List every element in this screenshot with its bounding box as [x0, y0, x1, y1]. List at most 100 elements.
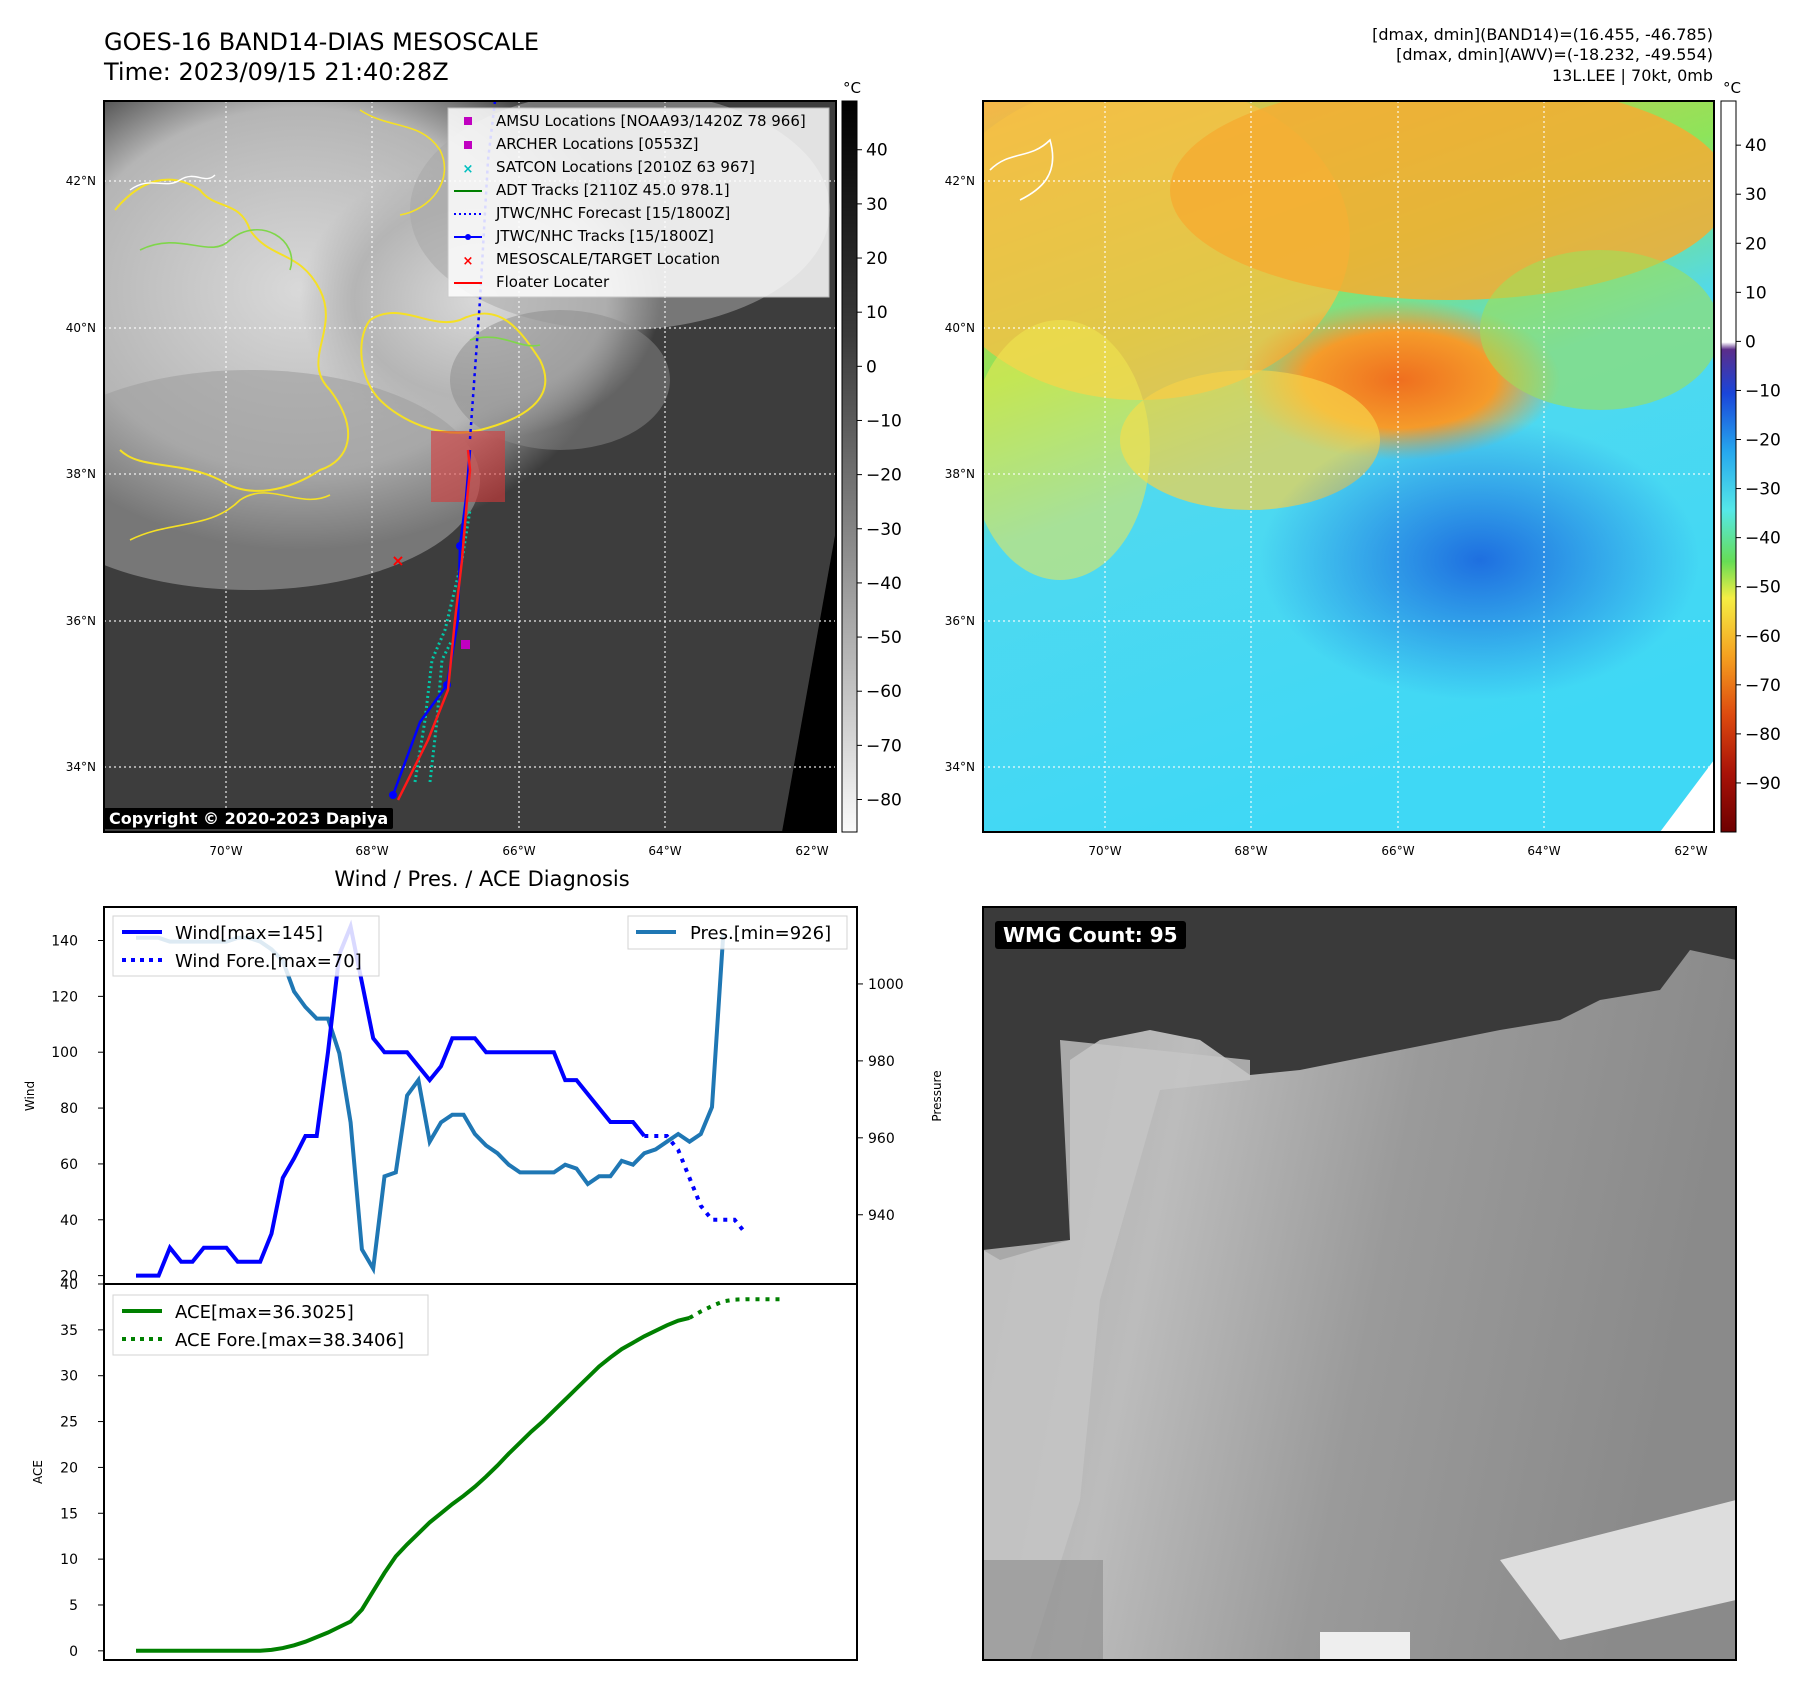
legend-wind-fore: Wind Fore.[max=70] — [175, 951, 362, 972]
ir-lon-label: 68°W — [355, 844, 388, 858]
wv-colorbar-ticks: 40 30 20 10 0 −10 −20 −30 −40 −50 −60 −70 −80 −90 — [1736, 136, 1781, 794]
ir-colorbar-tick-label: 40 — [866, 141, 888, 161]
ir-colorbar-tick-label: 10 — [866, 303, 888, 323]
legend-tracks: JTWC/NHC Tracks [15/1800Z] — [495, 227, 714, 245]
ir-lon-label: 66°W — [502, 844, 535, 858]
wv-colorbar-tick-label: −80 — [1745, 725, 1781, 745]
wind-ytick-label: 80 — [60, 1101, 78, 1117]
ir-lat-label: 38°N — [66, 467, 96, 481]
ace-ytick-label: 35 — [60, 1323, 78, 1339]
ace-ytick-label: 15 — [60, 1506, 78, 1522]
copyright-badge: Copyright © 2020-2023 Dapiya — [104, 808, 394, 829]
wind-ylabel: Wind — [23, 1081, 37, 1111]
ir-lat-label: 40°N — [66, 321, 96, 335]
ir-colorbar-tick-label: −50 — [866, 628, 902, 648]
wv-colorbar-tick-label: 10 — [1745, 283, 1767, 303]
ir-lon-label: 70°W — [209, 844, 242, 858]
wv-lon-label: 64°W — [1527, 844, 1560, 858]
wv-lon-label: 66°W — [1381, 844, 1414, 858]
wv-lat-label: 40°N — [945, 321, 975, 335]
figure-title: GOES-16 BAND14-DIAS MESOSCALE — [104, 28, 539, 56]
wind-line — [136, 919, 646, 1278]
ir-lat-label: 42°N — [66, 174, 96, 188]
svg-text:×: × — [463, 162, 474, 177]
wind-ytick-label: 100 — [51, 1045, 78, 1061]
legend-floater: Floater Locater — [496, 273, 610, 291]
legend-ace: ACE[max=36.3025] — [175, 1302, 354, 1323]
wind-ytick-label: 140 — [51, 934, 78, 950]
wv-colorbar-tick-label: −60 — [1745, 627, 1781, 647]
wv-colorbar-tick-label: −10 — [1745, 381, 1781, 401]
figure-time: Time: 2023/09/15 21:40:28Z — [103, 58, 449, 86]
wv-lat-label: 34°N — [945, 760, 975, 774]
ir-colorbar-tick-label: −30 — [866, 520, 902, 540]
wv-colorbar-tick-label: 20 — [1745, 234, 1767, 254]
ace-yticks: 0 5 10 15 20 25 30 35 40 — [60, 1277, 104, 1660]
ace-ytick-label: 0 — [69, 1644, 78, 1660]
wv-colorbar-tick-label: 40 — [1745, 136, 1767, 156]
wv-lat-labels: 34°N 36°N 38°N 40°N 42°N — [945, 174, 975, 774]
ir-colorbar-tick-label: −40 — [866, 574, 902, 594]
pressure-ytick-label: 980 — [868, 1054, 895, 1070]
wmg-count-badge: WMG Count: 95 — [995, 921, 1186, 949]
ir-lon-labels: 70°W 68°W 66°W 64°W 62°W — [209, 844, 828, 858]
wv-lat-label: 42°N — [945, 174, 975, 188]
ir-colorbar-tick-label: 30 — [866, 195, 888, 215]
wv-colorbar-unit: °C — [1723, 79, 1741, 97]
legend-forecast: JTWC/NHC Forecast [15/1800Z] — [495, 204, 730, 222]
legend-satcon: SATCON Locations [2010Z 63 967] — [496, 158, 755, 176]
wv-lat-label: 38°N — [945, 467, 975, 481]
wv-colorbar-tick-label: −50 — [1745, 578, 1781, 598]
wv-colorbar-tick-label: 30 — [1745, 185, 1767, 205]
ir-colorbar-tick-label: −10 — [866, 411, 902, 431]
ir-legend: × × AMSU Locations [NOAA93/1420Z 78 966]… — [447, 107, 830, 298]
wv-colorbar-tick-label: −40 — [1745, 529, 1781, 549]
legend-wind: Wind[max=145] — [175, 923, 323, 944]
pressure-ytick-label: 940 — [868, 1208, 895, 1224]
wind-ytick-label: 60 — [60, 1157, 78, 1173]
ir-colorbar-tick-label: −60 — [866, 682, 902, 702]
wv-colorbar-tick-label: −20 — [1745, 431, 1781, 451]
ir-colorbar-tick-label: 0 — [866, 357, 877, 377]
info-awv: [dmax, dmin](AWV)=(-18.232, -49.554) — [1396, 45, 1713, 64]
wind-ytick-label: 120 — [51, 989, 78, 1005]
pressure-yticks: 940 960 980 1000 — [857, 977, 904, 1224]
pressure-ytick-label: 1000 — [868, 977, 904, 993]
ir-colorbar-unit: °C — [843, 79, 861, 97]
wv-colorbar — [1720, 100, 1737, 833]
ir-lat-label: 36°N — [66, 614, 96, 628]
info-band14: [dmax, dmin](BAND14)=(16.455, -46.785) — [1372, 25, 1713, 44]
wind-ytick-label: 40 — [60, 1213, 78, 1229]
chart-title: Wind / Pres. / ACE Diagnosis — [334, 867, 629, 891]
legend-ace-fore: ACE Fore.[max=38.3406] — [175, 1330, 404, 1351]
wv-lat-label: 36°N — [945, 614, 975, 628]
ir-colorbar-tick-label: −20 — [866, 466, 902, 486]
wv-colorbar-tick-label: −90 — [1745, 774, 1781, 794]
pressure-ylabel: Pressure — [930, 1070, 944, 1121]
wv-image-panel — [983, 101, 1714, 832]
ir-lat-label: 34°N — [66, 760, 96, 774]
ace-ylabel: ACE — [31, 1460, 45, 1484]
ace-ytick-label: 5 — [69, 1598, 78, 1614]
ace-ytick-label: 25 — [60, 1415, 78, 1431]
ir-colorbar-tick-label: 20 — [866, 249, 888, 269]
wmg-image-panel — [983, 907, 1736, 1660]
wv-lon-label: 62°W — [1674, 844, 1707, 858]
svg-text:×: × — [391, 551, 404, 570]
ir-colorbar-ticks: 40 30 20 10 0 −10 −20 −30 −40 −50 −60 −70 −80 — [857, 141, 902, 811]
ir-lon-label: 62°W — [795, 844, 828, 858]
wv-lon-label: 70°W — [1088, 844, 1121, 858]
legend-adt: ADT Tracks [2110Z 45.0 978.1] — [496, 181, 730, 199]
legend-amsu: AMSU Locations [NOAA93/1420Z 78 966] — [496, 112, 806, 130]
ir-colorbar — [841, 100, 858, 833]
wind-yticks: 20 40 60 80 100 120 140 — [51, 934, 104, 1285]
ace-legend: ACE[max=36.3025] ACE Fore.[max=38.3406] — [112, 1294, 429, 1356]
pressure-legend: Pres.[min=926] — [627, 915, 848, 950]
wind-legend: Wind[max=145] Wind Fore.[max=70] — [112, 915, 380, 977]
ace-line — [136, 1315, 690, 1653]
wind-ytick-label: 20 — [60, 1269, 78, 1285]
wv-colorbar-tick-label: −30 — [1745, 480, 1781, 500]
svg-text:×: × — [463, 254, 474, 269]
pressure-ytick-label: 960 — [868, 1131, 895, 1147]
